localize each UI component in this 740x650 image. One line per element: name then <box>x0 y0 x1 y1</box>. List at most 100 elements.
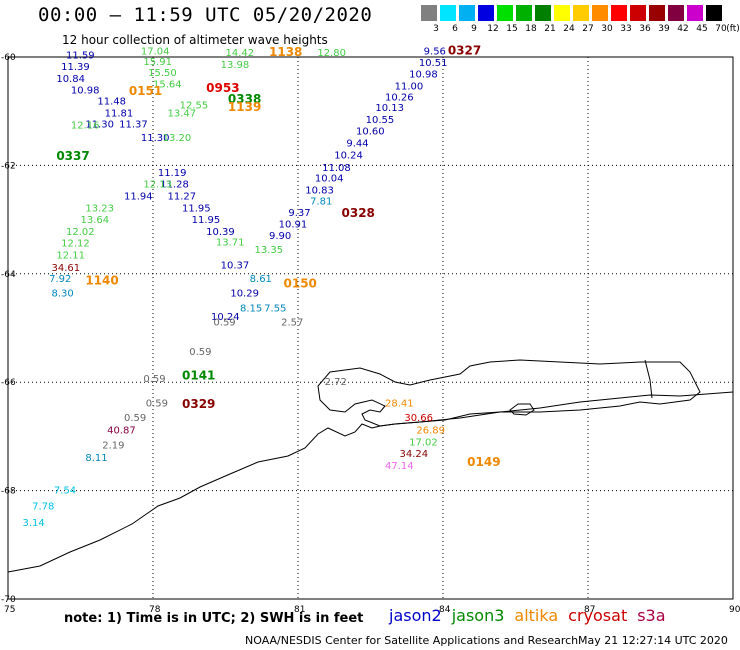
wave-height-label: 12.13 <box>143 180 172 191</box>
page-title: 00:00 – 11:59 UTC 05/20/2020 <box>38 4 373 26</box>
wave-height-label: 7.54 <box>54 485 76 496</box>
wave-height-label: 11.30 <box>85 119 114 130</box>
legend-entry-cryosat: cryosat <box>568 606 628 625</box>
wave-height-label: 9.44 <box>346 138 368 149</box>
wave-height-label: 12.12 <box>61 239 90 250</box>
color-swatch <box>573 5 589 21</box>
color-swatch <box>478 5 494 21</box>
pass-time-label: 0149 <box>467 455 500 469</box>
wave-height-label: 13.23 <box>85 203 114 214</box>
wave-height-label: 13.20 <box>163 133 192 144</box>
wave-height-label: 15.91 <box>143 57 172 68</box>
color-swatch <box>668 5 684 21</box>
color-swatch <box>421 5 437 21</box>
color-scale-label: 15 <box>506 24 518 34</box>
wave-height-label: 8.15 <box>240 304 262 315</box>
wave-height-label: 11.94 <box>124 192 153 203</box>
pass-time-label: 1139 <box>228 100 261 114</box>
ice-shelf-outline <box>317 359 701 427</box>
satellite-legend: jason2 jason3 altika cryosat s3a <box>389 606 676 625</box>
color-scale-label: 42 <box>677 24 689 34</box>
wave-height-label: 10.98 <box>409 70 438 81</box>
color-scale-label: 18 <box>525 24 537 34</box>
wave-height-label: 26.89 <box>416 426 445 437</box>
pass-time-label: 0327 <box>448 43 481 57</box>
wave-height-label: 10.37 <box>221 260 250 271</box>
wave-height-label: 11.39 <box>61 62 90 73</box>
color-swatch <box>459 5 475 21</box>
wave-height-label: 15.64 <box>153 79 182 90</box>
page-subtitle: 12 hour collection of altimeter wave hei… <box>62 33 328 47</box>
legend-entry-jason2: jason2 <box>389 606 442 625</box>
wave-height-label: 11.95 <box>192 215 221 226</box>
color-swatch <box>592 5 608 21</box>
wave-height-label: 0.59 <box>143 374 165 385</box>
wave-height-label: 2.57 <box>281 317 303 328</box>
wave-height-label: 13.47 <box>168 109 197 120</box>
wave-height-label: 10.60 <box>356 127 385 138</box>
island-outline <box>509 403 535 416</box>
color-swatch <box>535 5 551 21</box>
footnote: note: 1) Time is in UTC; 2) SWH is in fe… <box>64 611 364 626</box>
wave-height-label: 13.98 <box>221 60 250 71</box>
lat-tick-label: -68 <box>1 487 16 497</box>
lat-tick-label: -70 <box>1 595 16 605</box>
antarctic-coastline <box>7 391 734 573</box>
wave-height-label: 40.87 <box>107 426 136 437</box>
lat-tick-label: -64 <box>1 270 16 280</box>
wave-height-label: 10.39 <box>206 227 235 238</box>
wave-height-label: 7.55 <box>264 304 286 315</box>
color-scale-label: 27 <box>582 24 594 34</box>
pass-time-label: 0953 <box>206 81 239 95</box>
wave-height-label: 11.37 <box>119 119 148 130</box>
lon-tick-label: 78 <box>149 605 161 615</box>
wave-height-label: 10.26 <box>385 92 414 103</box>
wave-height-label: 7.78 <box>32 502 54 513</box>
wave-height-label: 11.19 <box>158 168 187 179</box>
wave-height-label: 3.14 <box>23 518 45 529</box>
timestamp: May 21 12:27:14 UTC 2020 <box>578 634 728 647</box>
wave-height-label: 10.98 <box>71 85 100 96</box>
pass-time-label: 0329 <box>182 397 215 411</box>
wave-height-label: 9.90 <box>269 231 291 242</box>
wave-height-label: 13.35 <box>255 245 284 256</box>
color-scale-label: 3 <box>433 24 439 34</box>
lon-tick-label: 84 <box>439 605 451 615</box>
wave-height-label: 9.37 <box>288 208 310 219</box>
wave-height-label: 7.92 <box>49 274 71 285</box>
wave-height-label: 10.83 <box>305 186 334 197</box>
wave-height-label: 14.42 <box>226 48 255 59</box>
pass-time-label: 0141 <box>182 368 215 382</box>
wave-height-label: 11.28 <box>160 180 189 191</box>
color-scale-label: 30 <box>601 24 613 34</box>
pass-time-label: 1140 <box>85 274 118 288</box>
axis-labels: 75 78 81 84 87 90 -60 -62 -64 -66 -68 -70 <box>1 53 740 615</box>
color-swatch <box>554 5 570 21</box>
wave-height-label: 17.02 <box>409 438 438 449</box>
wave-height-label: 10.91 <box>279 220 308 231</box>
wave-height-label: 28.41 <box>385 399 414 410</box>
wave-height-label: 13.64 <box>81 215 110 226</box>
pass-time-label: 0338 <box>228 92 261 106</box>
lon-tick-label: 90 <box>729 605 740 615</box>
color-swatch <box>497 5 513 21</box>
color-scale-label: 70 <box>715 24 727 34</box>
color-scale-label: 45 <box>696 24 708 34</box>
map-graticule <box>7 56 734 600</box>
color-scale-label: 33 <box>620 24 632 34</box>
inner-shelf-line <box>644 359 653 399</box>
wave-height-label: 11.30 <box>141 133 170 144</box>
pass-time-label: 1138 <box>269 45 302 59</box>
wave-height-label: 17.04 <box>141 46 170 57</box>
pass-time-label: 0337 <box>56 149 89 163</box>
wave-height-label: 10.24 <box>211 312 240 323</box>
lat-tick-label: -66 <box>1 378 16 388</box>
color-scale-label: 12 <box>487 24 499 34</box>
color-scale-unit: (ft) <box>726 24 740 34</box>
pass-time-label: 0151 <box>129 84 162 98</box>
wave-height-label: 34.24 <box>400 449 429 460</box>
wave-height-label: 11.81 <box>105 109 134 120</box>
lon-tick-label: 75 <box>4 605 15 615</box>
wave-height-label: 11.48 <box>97 97 126 108</box>
